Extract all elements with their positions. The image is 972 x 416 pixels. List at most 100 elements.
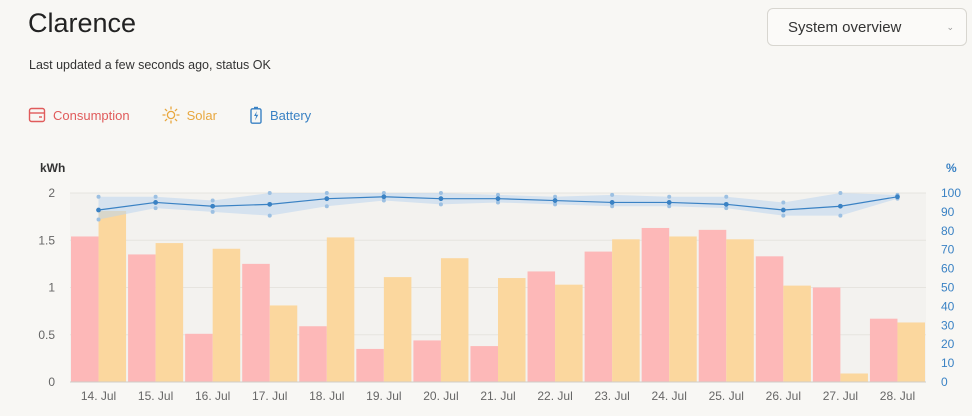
y2-tick-label: 30 (941, 318, 955, 332)
battery-min-point (210, 209, 215, 214)
solar-bar (440, 258, 469, 382)
chevron-down-icon: ⌄ (946, 21, 954, 32)
y-tick-label: 1.5 (38, 233, 55, 247)
legend-item-consumption[interactable]: Consumption (28, 106, 130, 124)
x-tick-label: 22. Jul (537, 389, 572, 403)
legend-item-solar[interactable]: Solar (161, 106, 217, 124)
chart-legend: Consumption Solar Battery (28, 106, 343, 124)
battery-min-point (553, 202, 558, 207)
battery-min-point (496, 200, 500, 205)
view-select[interactable]: System overview ⌄ (767, 8, 967, 46)
legend-label-consumption: Consumption (53, 107, 130, 123)
battery-point (666, 200, 672, 205)
battery-max-point (610, 192, 615, 197)
y2-tick-label: 70 (941, 243, 955, 257)
sun-icon (161, 106, 180, 124)
consumption-bar (641, 227, 670, 382)
x-tick-label: 16. Jul (195, 389, 230, 403)
battery-range-band (98, 193, 898, 220)
battery-point (780, 207, 786, 213)
x-tick-label: 15. Jul (138, 389, 173, 403)
consumption-bar (584, 251, 613, 382)
consumption-bar (242, 263, 270, 382)
battery-max-point (667, 194, 672, 199)
x-tick-label: 14. Jul (81, 389, 116, 403)
view-select-value: System overview (788, 18, 902, 36)
y2-tick-label: 60 (941, 262, 955, 276)
battery-point (324, 196, 330, 202)
y-tick-label: 1 (48, 281, 55, 295)
battery-icon (250, 106, 262, 124)
solar-bar (498, 278, 526, 382)
solar-bar (555, 284, 583, 382)
battery-point (96, 207, 101, 213)
y2-tick-label: 10 (941, 356, 955, 370)
x-tick-label: 20. Jul (423, 389, 458, 403)
x-tick-label: 17. Jul (252, 389, 287, 403)
x-tick-label: 27. Jul (823, 389, 858, 403)
solar-bar (612, 239, 640, 382)
y-tick-label: 2 (48, 186, 55, 200)
battery-max-point (724, 194, 729, 199)
battery-max-point (381, 191, 386, 195)
battery-max-point (267, 191, 272, 195)
battery-min-point (838, 213, 843, 218)
consumption-bar (812, 287, 841, 382)
x-tick-label: 23. Jul (594, 389, 629, 403)
legend-label-battery: Battery (269, 107, 312, 123)
page-title: Clarence (28, 8, 137, 38)
solar-bar (726, 239, 754, 382)
y2-tick-label: 20 (941, 337, 955, 351)
consumption-bar (185, 333, 213, 382)
battery-max-point (210, 198, 215, 203)
y-axis-unit: kWh (40, 161, 66, 175)
consumption-bar (71, 236, 99, 382)
consumption-bar (356, 348, 384, 382)
y2-tick-label: 80 (941, 224, 955, 238)
consumption-icon (28, 107, 46, 123)
battery-max-point (153, 194, 158, 199)
consumption-bar (413, 340, 441, 382)
x-tick-label: 24. Jul (652, 389, 687, 403)
battery-max-point (553, 194, 558, 199)
y2-tick-label: 0 (941, 375, 948, 389)
solar-bar (897, 322, 925, 382)
battery-point (723, 201, 729, 207)
y2-tick-label: 40 (941, 299, 955, 313)
x-tick-label: 28. Jul (880, 389, 915, 403)
battery-min-point (610, 204, 615, 209)
x-tick-label: 26. Jul (766, 389, 801, 403)
consumption-bar (869, 318, 898, 382)
y2-tick-label: 90 (941, 205, 955, 219)
solar-bar (326, 237, 355, 382)
battery-point (381, 194, 387, 200)
solar-bar (840, 373, 868, 382)
consumption-bar (299, 326, 327, 382)
battery-point (495, 196, 501, 202)
battery-min-point (724, 206, 729, 211)
solar-bar (155, 243, 184, 382)
solar-bar (383, 277, 412, 382)
battery-min-point (153, 206, 158, 211)
solar-bar (269, 305, 298, 382)
legend-label-solar: Solar (186, 107, 217, 123)
consumption-bar (470, 346, 498, 382)
solar-bar (669, 236, 697, 382)
battery-min-point (667, 204, 672, 209)
x-tick-label: 19. Jul (366, 389, 401, 403)
battery-point (267, 201, 273, 207)
x-tick-label: 21. Jul (480, 389, 515, 403)
legend-item-battery[interactable]: Battery (249, 106, 311, 124)
consumption-bar (755, 256, 784, 382)
battery-max-point (496, 192, 500, 197)
y-tick-label: 0 (48, 375, 55, 389)
battery-point (438, 196, 444, 202)
consumption-bar (128, 254, 156, 382)
battery-min-point (96, 217, 101, 222)
y2-axis-unit: % (946, 161, 957, 175)
battery-point (153, 200, 159, 205)
y-tick-label: 0.5 (38, 328, 55, 342)
battery-point (838, 203, 843, 209)
battery-max-point (96, 194, 101, 199)
